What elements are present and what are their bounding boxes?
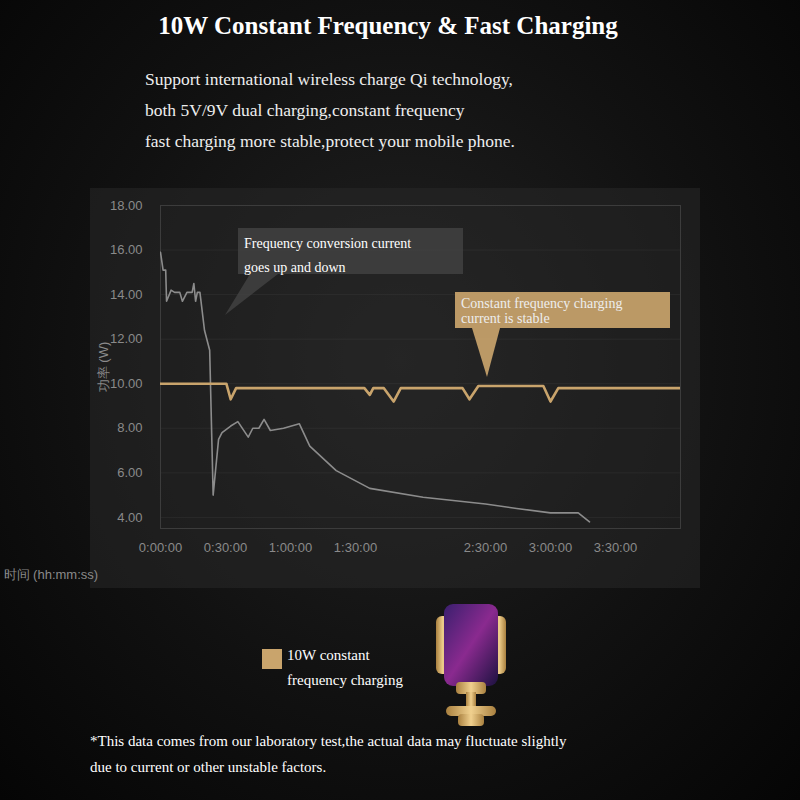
svg-text:3:00:00: 3:00:00 <box>529 540 572 555</box>
svg-text:18.00: 18.00 <box>110 198 143 213</box>
svg-text:3:30:00: 3:30:00 <box>594 540 637 555</box>
svg-text:时间 (hh:mm:ss): 时间 (hh:mm:ss) <box>4 567 99 582</box>
svg-text:14.00: 14.00 <box>110 287 143 302</box>
svg-text:2:30:00: 2:30:00 <box>464 540 507 555</box>
html-text:Constant frequency charging cu: Constant frequency charging current is s… <box>461 296 623 326</box>
html-text:*This data comes from our labo: *This data comes from our laboratory tes… <box>90 733 567 775</box>
svg-text:1:00:00: 1:00:00 <box>269 540 312 555</box>
html-text:10W constant frequency chargin: 10W constant frequency charging <box>287 647 403 688</box>
svg-text:4.00: 4.00 <box>117 510 142 525</box>
svg-text:12.00: 12.00 <box>110 331 143 346</box>
html-text:Support international wireless: Support international wireless charge Qi… <box>145 69 515 151</box>
svg-text:0:00:00: 0:00:00 <box>139 540 182 555</box>
svg-text:16.00: 16.00 <box>110 242 143 257</box>
svg-text:1:30:00: 1:30:00 <box>334 540 377 555</box>
html-text:Frequency conversion current g: Frequency conversion current goes up and… <box>244 236 412 275</box>
html-text:10W Constant Frequency & Fast: 10W Constant Frequency & Fast Charging <box>158 12 618 39</box>
svg-text:6.00: 6.00 <box>117 465 142 480</box>
svg-text:0:30:00: 0:30:00 <box>204 540 247 555</box>
svg-text:10.00: 10.00 <box>110 376 143 391</box>
svg-text:8.00: 8.00 <box>117 420 142 435</box>
svg-text:功率 (W): 功率 (W) <box>96 342 111 393</box>
